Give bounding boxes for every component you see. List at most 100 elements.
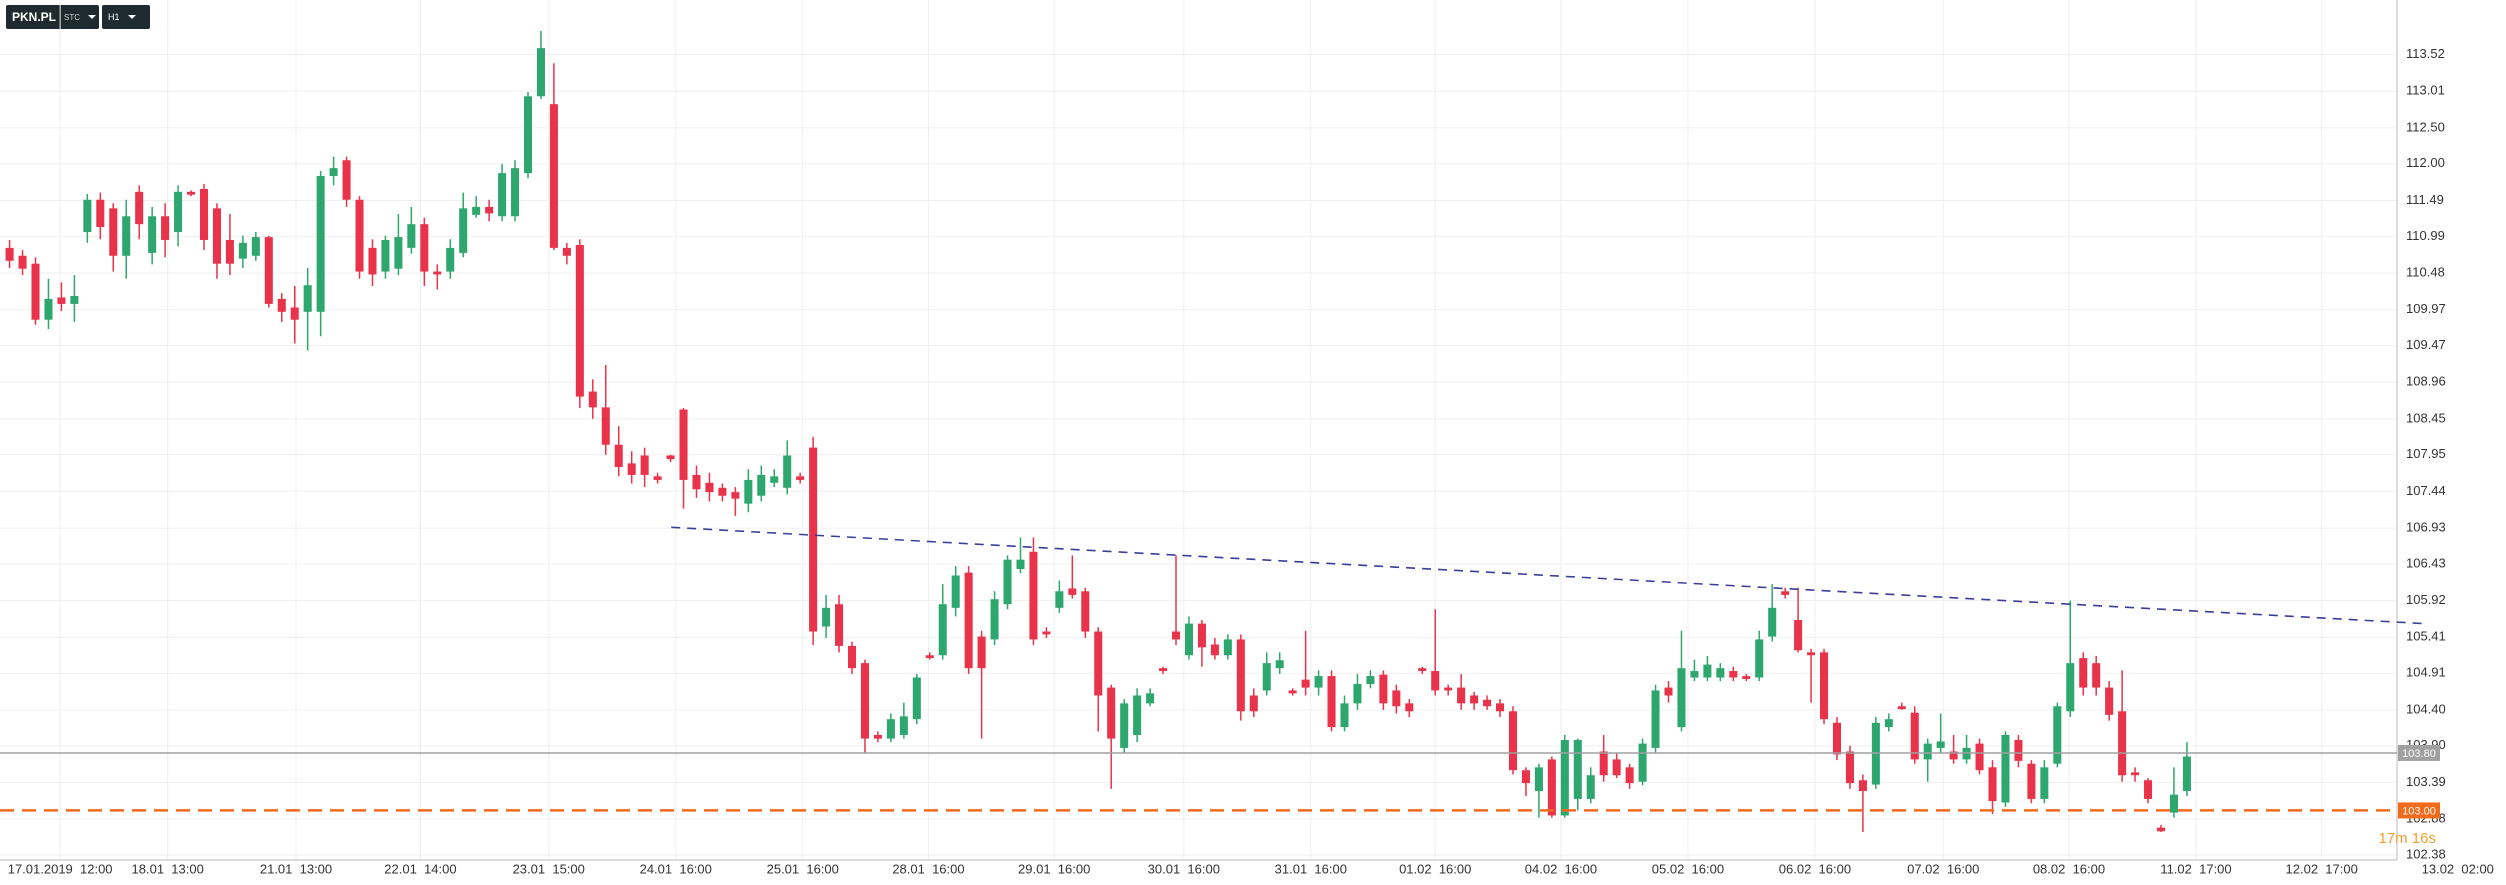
candle-body — [692, 474, 701, 490]
price-label: 103.80 — [2402, 748, 2436, 760]
x-tick-label: 05.02 16:00 — [1652, 861, 1724, 876]
candle-body — [1534, 767, 1543, 792]
candle-body — [342, 160, 351, 200]
candle-body — [420, 224, 429, 272]
candle-body — [1107, 687, 1116, 739]
candle-body — [744, 479, 753, 504]
candle-body — [977, 636, 986, 669]
candle-body — [70, 296, 79, 304]
candle-body — [1651, 690, 1660, 748]
candle-body — [2092, 663, 2101, 688]
candle-body — [5, 247, 14, 261]
candle-body — [873, 734, 882, 739]
y-tick-label: 103.39 — [2406, 774, 2446, 789]
candle-body — [96, 199, 105, 228]
candle-body — [886, 719, 895, 739]
candle-body — [1275, 660, 1284, 669]
candle-body — [174, 191, 183, 233]
y-tick-label: 109.47 — [2406, 337, 2446, 352]
symbol-button[interactable]: PKN.PL STC — [6, 5, 99, 29]
interval-button[interactable]: H1 — [102, 5, 150, 29]
candle-body — [1457, 687, 1466, 704]
price-label: 103.00 — [2402, 805, 2436, 817]
x-tick-label: 04.02 16:00 — [1525, 861, 1597, 876]
candle-body — [2040, 767, 2049, 799]
candle-body — [381, 239, 390, 272]
candle-body — [1133, 695, 1142, 735]
candle-body — [148, 216, 157, 253]
candle-body — [731, 492, 740, 499]
candle-body — [549, 104, 558, 248]
candle-body — [796, 476, 805, 480]
candle-body — [1197, 623, 1206, 648]
y-tick-label: 107.44 — [2406, 483, 2446, 498]
candle-body — [1184, 623, 1193, 656]
candle-body — [83, 199, 92, 233]
candle-body — [575, 244, 584, 397]
candle-body — [1288, 690, 1297, 694]
candle-body — [199, 188, 209, 240]
candle-body — [1794, 620, 1803, 651]
candle-body — [809, 447, 818, 632]
x-tick-label: 25.01 16:00 — [767, 861, 839, 876]
candle-body — [1314, 676, 1323, 688]
candle-body — [938, 604, 947, 656]
candle-body — [1703, 664, 1712, 678]
x-tick-label: 17.01.2019 12:00 — [8, 861, 113, 876]
y-tick-label: 107.95 — [2406, 446, 2446, 461]
candle-body — [990, 599, 999, 640]
x-tick-label: 31.01 16:00 — [1275, 861, 1347, 876]
candle-body — [1742, 676, 1751, 679]
countdown: 17m 16s — [2378, 830, 2436, 847]
candle-body — [316, 176, 325, 312]
candle-body — [1418, 668, 1427, 672]
candle-body — [2118, 711, 2127, 776]
candle-body — [1586, 775, 1595, 799]
candle-body — [899, 716, 908, 735]
candle-body — [238, 242, 247, 259]
candle-body — [1832, 722, 1842, 755]
candle-body — [1042, 631, 1051, 635]
candle-body — [1431, 671, 1440, 691]
candle-body — [1690, 671, 1699, 678]
y-tick-label: 104.91 — [2406, 665, 2446, 680]
candle-body — [770, 476, 779, 483]
candle-body — [1029, 551, 1038, 640]
candle-body — [1392, 690, 1401, 707]
candle-body — [329, 168, 338, 177]
candle-body — [835, 604, 844, 646]
price-label-box — [2398, 744, 2440, 761]
candle-body — [1988, 767, 1997, 802]
candle-body — [1716, 668, 1725, 678]
candle-body — [2027, 763, 2036, 799]
y-tick-label: 106.93 — [2406, 520, 2446, 535]
candle-body — [1262, 663, 1271, 691]
caret — [127, 15, 136, 19]
candle-body — [1547, 759, 1556, 816]
candle-body — [1068, 588, 1077, 595]
y-tick-label: 112.50 — [2406, 119, 2445, 134]
x-tick-label: 12.02 17:00 — [2286, 861, 2358, 876]
candle-body — [1081, 591, 1090, 632]
x-tick-label: 18.01 13:00 — [132, 861, 204, 876]
candle-body — [1573, 740, 1582, 799]
candle-body — [1159, 668, 1168, 672]
candle-body — [1820, 652, 1829, 720]
x-tick-label: 29.01 16:00 — [1018, 861, 1090, 876]
candle-body — [2182, 756, 2191, 792]
candle-body — [135, 191, 144, 225]
candle-body — [1483, 699, 1492, 707]
candle-body — [1301, 679, 1310, 688]
candle-body — [951, 575, 960, 608]
candle-body — [1171, 631, 1181, 640]
candle-body — [225, 239, 234, 264]
x-tick-label: 21.01 13:00 — [260, 861, 332, 876]
x-tick-label: 06.02 16:00 — [1779, 861, 1851, 876]
x-tick-label: 08.02 16:00 — [2033, 861, 2105, 876]
candle-body — [1496, 703, 1505, 712]
candle-body — [1768, 607, 1777, 637]
y-tick-label: 105.92 — [2406, 592, 2446, 607]
y-tick-label: 102.38 — [2406, 846, 2446, 861]
candle-body — [1094, 631, 1103, 696]
candle-body — [44, 298, 53, 320]
